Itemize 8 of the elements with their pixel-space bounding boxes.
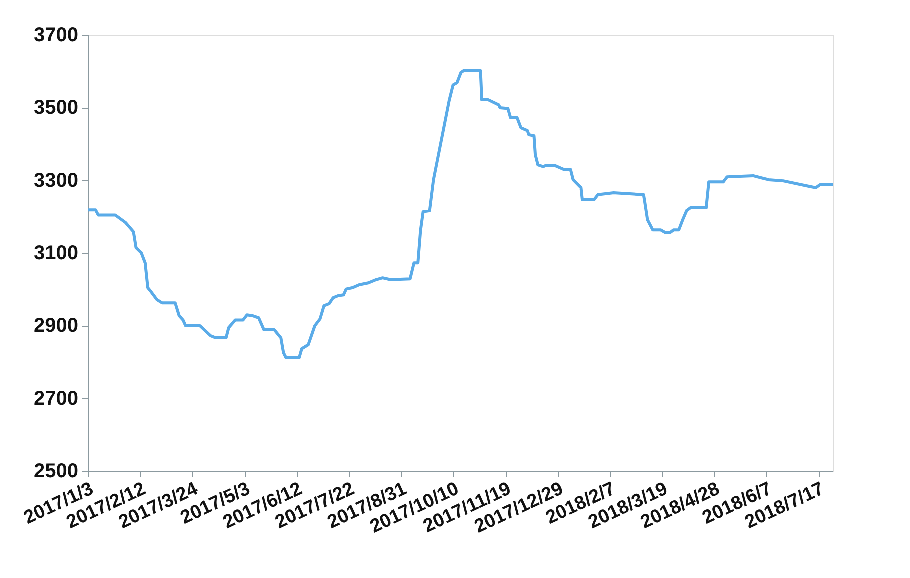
line-series <box>86 69 834 360</box>
y-tick-label: 3100 <box>34 242 78 264</box>
y-tick-label: 3300 <box>34 170 78 192</box>
y-tick-label: 2900 <box>34 315 78 338</box>
y-tick-label: 3700 <box>34 24 78 46</box>
y-tick-label: 3500 <box>34 97 78 120</box>
y-tick-label: 2500 <box>34 460 78 482</box>
y-tick-label: 2700 <box>34 388 78 410</box>
